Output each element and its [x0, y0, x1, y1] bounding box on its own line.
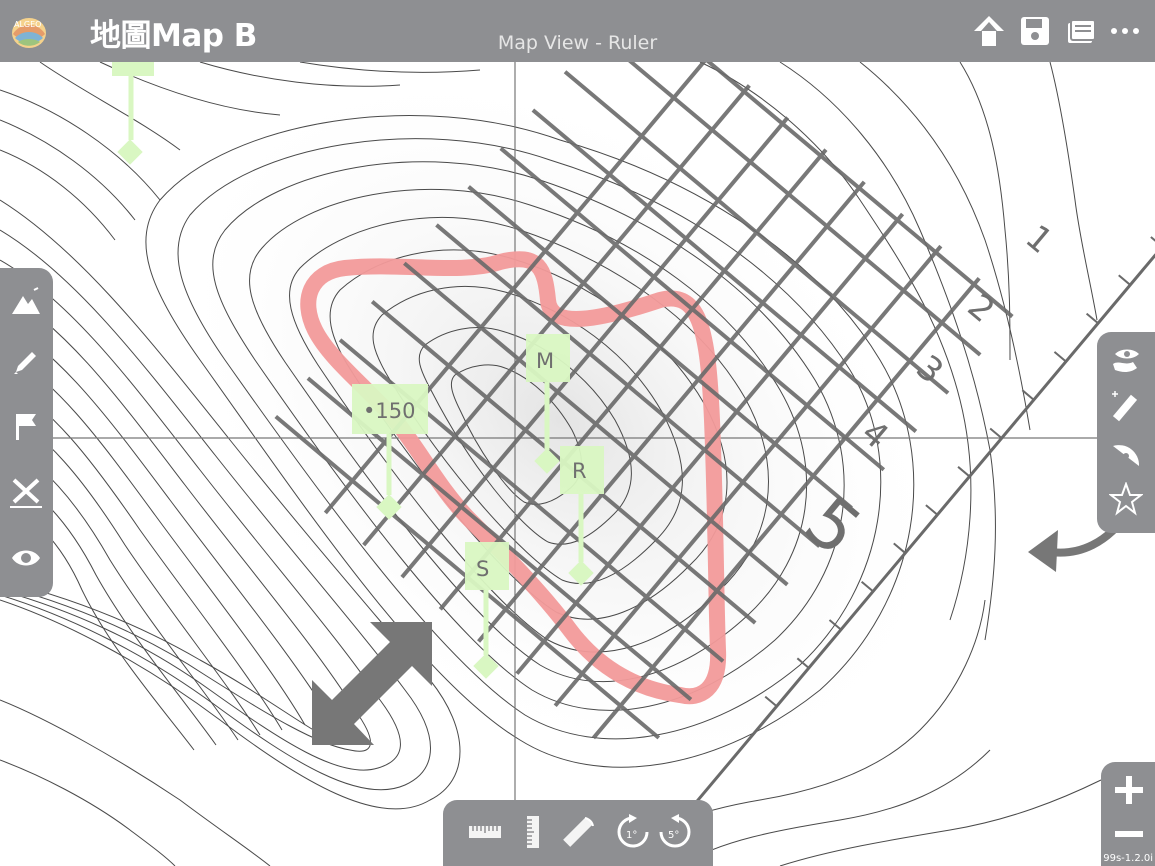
map-title: 地圖Map B — [90, 18, 257, 54]
app-logo-text: ALGEO — [14, 20, 41, 29]
marker-r-label: R — [572, 459, 587, 483]
rotate-5-icon[interactable]: 5° — [657, 814, 693, 850]
zoom-in-button[interactable] — [1111, 772, 1147, 808]
layers-icon[interactable] — [1109, 344, 1143, 378]
top-bar: ALGEO 地圖Map B Map View - Ruler — [0, 0, 1155, 62]
marker-m-label: M — [536, 349, 554, 373]
version-label: 99s-1.2.0i — [1103, 853, 1153, 864]
ruler-tools-icon[interactable] — [10, 476, 42, 508]
rotate-5-label: 5° — [668, 830, 679, 841]
zoom-out-button[interactable] — [1111, 816, 1147, 852]
rotate-1-label: 1° — [626, 830, 637, 841]
folder-icon[interactable] — [1064, 14, 1098, 48]
marker-s[interactable]: S — [465, 542, 509, 679]
protractor-icon[interactable] — [1109, 436, 1143, 470]
mountain-icon[interactable] — [10, 286, 42, 318]
vertical-ruler-icon[interactable] — [515, 814, 551, 850]
eye-icon[interactable] — [10, 542, 42, 574]
horizontal-ruler-icon[interactable] — [467, 814, 503, 850]
marker-elevation[interactable]: •150 — [352, 384, 428, 520]
star-icon[interactable] — [1109, 482, 1143, 516]
marker-s-label: S — [476, 557, 489, 581]
bottom-toolbar: 1° 5° — [443, 800, 713, 866]
rotate-1-icon[interactable]: 1° — [615, 814, 651, 850]
map-crosshair — [53, 62, 1097, 800]
zoom-panel: 99s-1.2.0i — [1101, 762, 1155, 866]
marker-elevation-label: •150 — [363, 399, 415, 423]
angled-ruler-icon[interactable] — [561, 814, 597, 850]
gps-arrow-icon[interactable] — [972, 14, 1006, 48]
view-title: Map View - Ruler — [497, 32, 658, 54]
marker-r[interactable]: R — [560, 446, 604, 586]
left-toolbar — [0, 268, 53, 597]
more-icon[interactable] — [1108, 14, 1142, 48]
pencil-icon[interactable] — [10, 346, 42, 378]
app-logo[interactable]: ALGEO — [10, 14, 48, 50]
marker-m[interactable]: M — [526, 334, 570, 474]
resize-handle-icon[interactable] — [312, 622, 432, 745]
save-icon[interactable] — [1018, 14, 1052, 48]
flag-icon[interactable] — [10, 410, 42, 442]
right-toolbar — [1097, 332, 1155, 533]
measure-icon[interactable] — [1109, 390, 1143, 424]
